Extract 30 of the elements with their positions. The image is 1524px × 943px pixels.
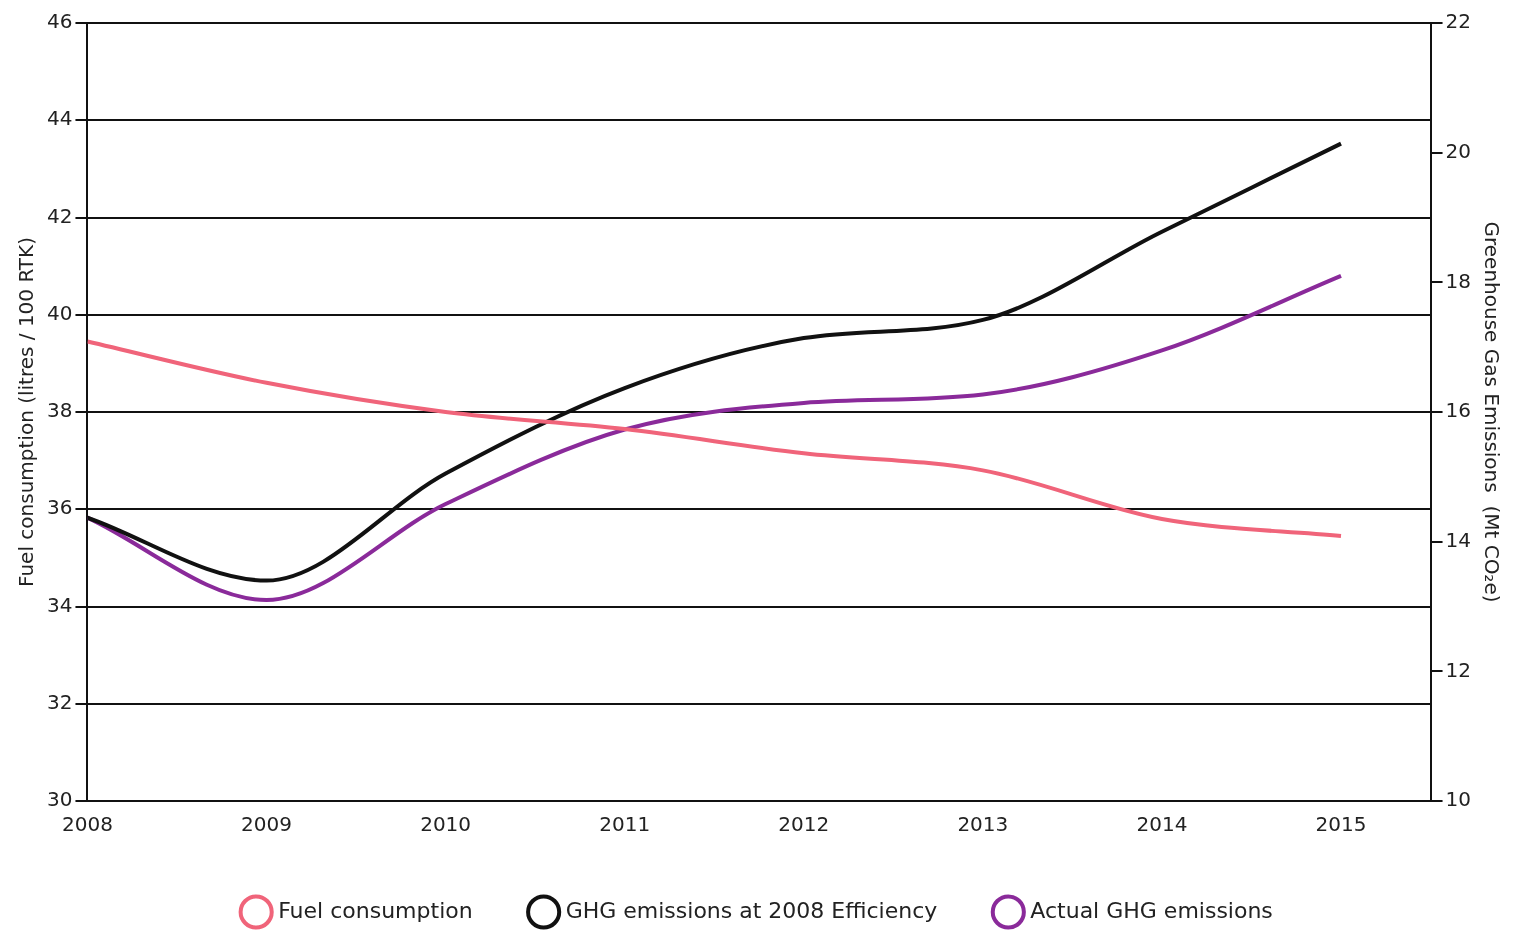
x-tick-label: 2014 xyxy=(1136,812,1188,837)
y-tick-label: 44 xyxy=(47,106,73,131)
x-tick-label: 2009 xyxy=(241,812,292,837)
x-tick-label: 2015 xyxy=(1315,812,1367,837)
line-series xyxy=(87,339,1344,538)
y2-tick-label: 14 xyxy=(1445,527,1471,552)
x-tick-label: 2008 xyxy=(62,812,113,837)
x-tick-label: 2010 xyxy=(420,812,472,837)
x-tick-label: 2013 xyxy=(957,812,1009,837)
y-tick-label: 40 xyxy=(47,300,73,325)
y2-tick-label: 16 xyxy=(1445,398,1471,423)
y2-axis-title: Greenhouse Gas Emissions (Mt CO₂e) xyxy=(1479,221,1504,603)
x-tick-label: 2011 xyxy=(599,812,651,837)
x-tick-label: 2012 xyxy=(778,812,830,837)
y-tick-label: 32 xyxy=(47,689,73,714)
y-tick-label: 42 xyxy=(47,203,73,228)
y-axis-title: Fuel consumption (litres / 100 RTK) xyxy=(14,237,39,587)
y2-tick-label: 12 xyxy=(1445,657,1471,682)
legend-label: Fuel consumption xyxy=(278,897,473,923)
y-tick-label: 36 xyxy=(47,495,73,520)
y2-tick-label: 18 xyxy=(1445,268,1471,293)
y-tick-label: 46 xyxy=(47,9,73,34)
y-tick-label: 30 xyxy=(47,787,73,812)
y2-tick-label: 20 xyxy=(1445,138,1471,163)
y2-tick-label: 10 xyxy=(1445,787,1471,812)
legend-label: Actual GHG emissions xyxy=(1030,897,1273,923)
legend-label: GHG emissions at 2008 Efficiency xyxy=(565,897,938,923)
y-tick-label: 38 xyxy=(47,398,73,423)
y2-tick-label: 22 xyxy=(1445,9,1471,34)
y-tick-label: 34 xyxy=(47,592,73,617)
